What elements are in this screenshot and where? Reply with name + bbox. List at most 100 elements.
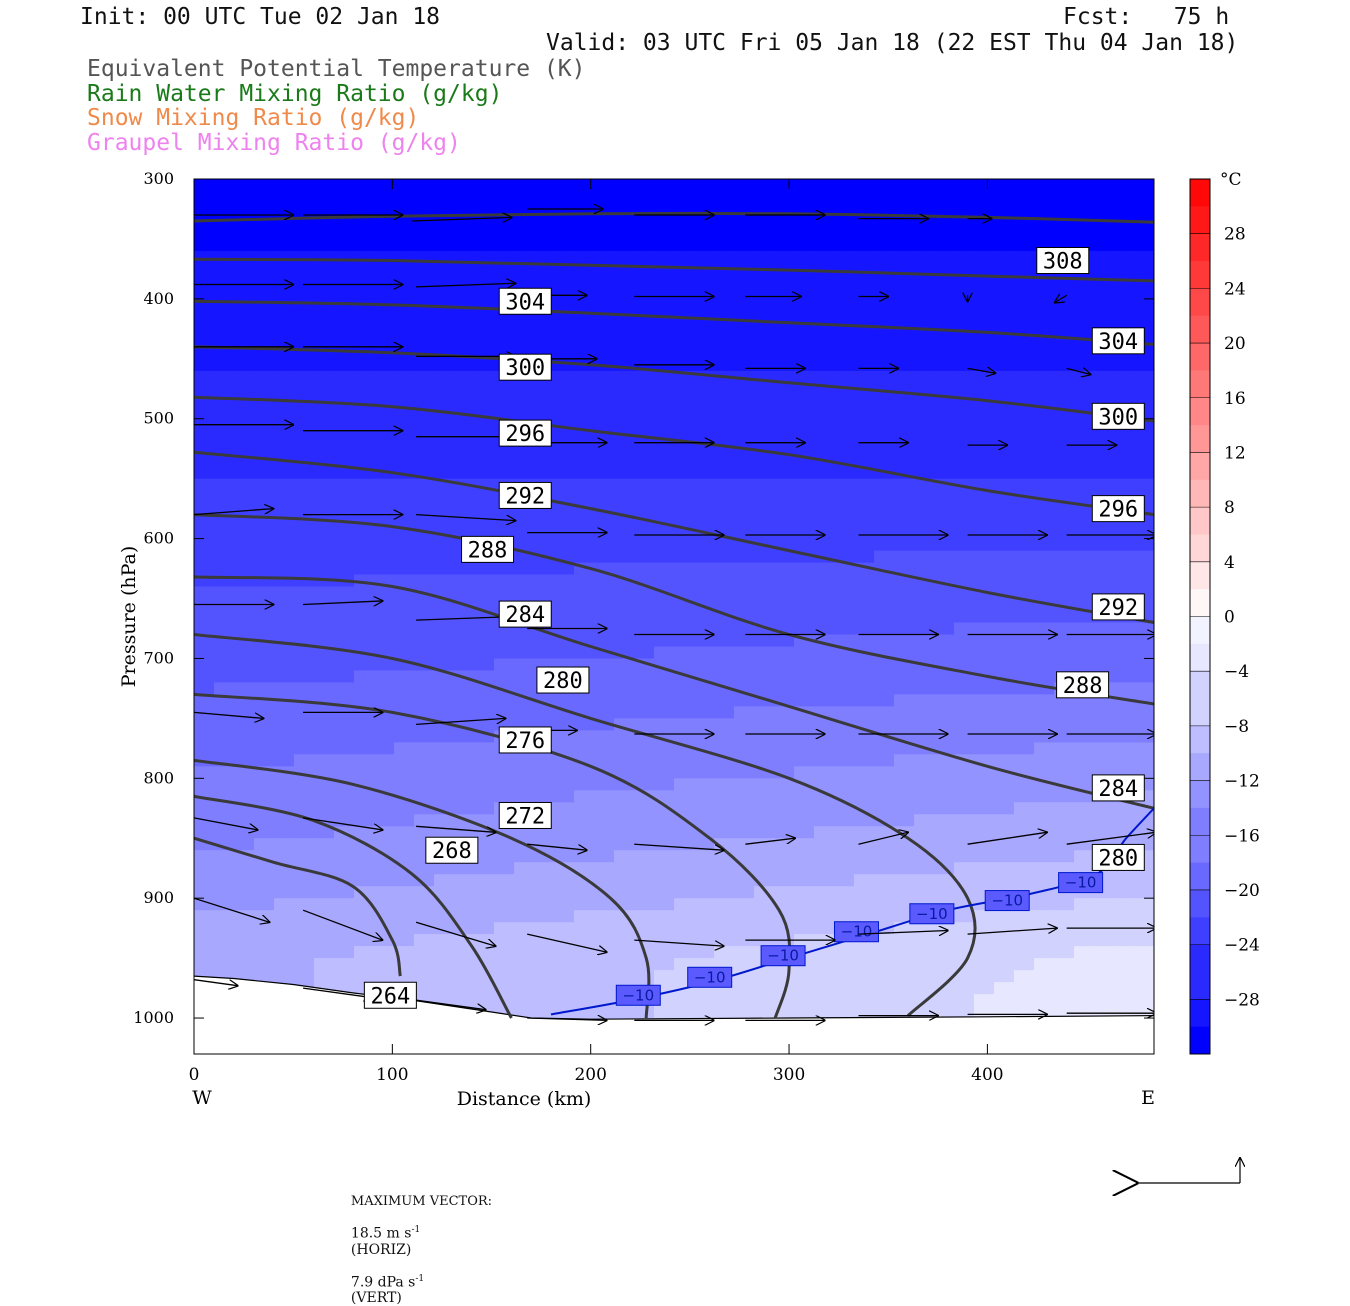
field-cell xyxy=(1014,502,1035,516)
field-cell xyxy=(294,334,315,348)
field-cell xyxy=(954,274,975,288)
field-cell xyxy=(194,191,215,204)
field-cell xyxy=(674,1006,695,1019)
field-cell xyxy=(414,958,435,971)
field-cell xyxy=(594,370,615,384)
field-cell xyxy=(374,203,395,216)
field-cell xyxy=(794,179,815,192)
field-cell xyxy=(954,298,975,312)
field-cell xyxy=(914,179,935,192)
field-cell xyxy=(814,850,835,863)
field-cell xyxy=(694,886,715,899)
field-cell xyxy=(674,826,695,839)
field-cell xyxy=(894,298,915,312)
field-cell xyxy=(194,910,215,923)
field-cell xyxy=(654,526,675,540)
field-cell xyxy=(1054,958,1075,971)
field-cell xyxy=(1074,994,1095,1007)
field-cell xyxy=(1134,970,1154,983)
field-cell xyxy=(534,922,555,935)
field-cell xyxy=(934,706,955,719)
field-cell xyxy=(274,646,295,660)
field-cell xyxy=(234,191,255,204)
field-cell xyxy=(714,406,735,420)
colorbar-swatch xyxy=(1190,261,1210,289)
field-cell xyxy=(474,358,495,372)
field-cell xyxy=(254,238,275,252)
field-cell xyxy=(354,826,375,839)
field-cell xyxy=(434,466,455,480)
field-cell xyxy=(314,718,335,731)
field-cell xyxy=(994,970,1015,983)
field-cell xyxy=(1054,658,1075,672)
field-cell xyxy=(1074,730,1095,743)
field-cell xyxy=(634,778,655,791)
field-cell xyxy=(794,430,815,444)
field-cell xyxy=(654,250,675,264)
field-cell xyxy=(234,406,255,420)
field-cell xyxy=(634,418,655,432)
field-cell xyxy=(574,910,595,923)
field-cell xyxy=(234,310,255,324)
field-cell xyxy=(234,478,255,492)
field-cell xyxy=(834,742,855,755)
field-cell xyxy=(194,310,215,324)
field-cell xyxy=(834,1006,855,1019)
field-cell xyxy=(694,382,715,396)
field-cell xyxy=(974,298,995,312)
field-cell xyxy=(414,502,435,516)
field-cell xyxy=(1054,286,1075,300)
field-cell xyxy=(454,946,475,959)
field-cell xyxy=(554,766,575,779)
field-cell xyxy=(854,394,875,408)
field-cell xyxy=(734,598,755,612)
field-cell xyxy=(394,646,415,660)
field-cell xyxy=(194,634,215,648)
field-cell xyxy=(234,682,255,695)
field-cell xyxy=(554,490,575,504)
field-cell xyxy=(814,262,835,276)
field-cell xyxy=(274,946,295,959)
field-cell xyxy=(694,874,715,887)
field-cell xyxy=(1094,730,1115,743)
field-cell xyxy=(834,191,855,204)
field-cell xyxy=(334,898,355,911)
field-cell xyxy=(534,646,555,660)
field-cell xyxy=(694,778,715,791)
contour-label-box xyxy=(1091,593,1145,621)
field-cell xyxy=(734,322,755,336)
field-cell xyxy=(974,646,995,660)
field-cell xyxy=(814,970,835,983)
field-cell xyxy=(794,406,815,420)
field-cell xyxy=(254,466,275,480)
field-cell xyxy=(534,538,555,552)
field-cell xyxy=(474,179,495,192)
field-cell xyxy=(234,203,255,216)
field-cell xyxy=(1114,466,1135,480)
field-cell xyxy=(594,922,615,935)
field-cell xyxy=(734,850,755,863)
field-cell xyxy=(594,286,615,300)
field-cell xyxy=(354,526,375,540)
field-cell xyxy=(894,514,915,528)
field-cell xyxy=(334,838,355,851)
field-cell xyxy=(794,442,815,456)
field-cell xyxy=(714,790,735,803)
field-cell xyxy=(554,538,575,552)
field-cell xyxy=(214,286,235,300)
field-cell xyxy=(434,274,455,288)
field-cell xyxy=(194,526,215,540)
field-cell xyxy=(714,670,735,683)
field-cell xyxy=(514,394,535,408)
field-cell xyxy=(634,346,655,360)
field-cell xyxy=(834,238,855,252)
field-cell xyxy=(474,238,495,252)
field-cell xyxy=(914,754,935,767)
field-cell xyxy=(374,502,395,516)
field-cell xyxy=(294,418,315,432)
field-cell xyxy=(874,538,895,552)
field-cell xyxy=(674,718,695,731)
field-cell xyxy=(814,562,835,576)
field-cell xyxy=(594,382,615,396)
field-cell xyxy=(754,994,775,1007)
